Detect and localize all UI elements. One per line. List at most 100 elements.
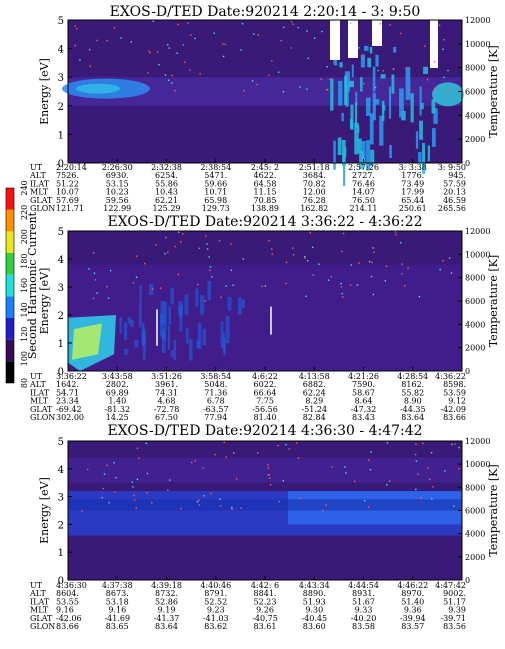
- noise-dot: [198, 504, 201, 506]
- table-cell: 77.94: [204, 413, 227, 422]
- noise-dot: [199, 72, 201, 75]
- y2-tick-label: 8000: [465, 483, 485, 492]
- streak: [139, 285, 142, 303]
- noise-dot: [240, 49, 242, 51]
- noise-dot: [136, 478, 139, 480]
- table-row-label: GLON: [30, 204, 55, 213]
- noise-dot: [203, 495, 205, 497]
- table-cell: 55.82: [401, 388, 424, 397]
- table-cell: -44.35: [400, 405, 426, 414]
- noise-dot: [164, 252, 166, 255]
- table-cell: 4:39:18: [151, 581, 182, 590]
- table-cell: 51.67: [352, 597, 375, 606]
- noise-dot: [373, 251, 375, 253]
- table-cell: 122.99: [103, 204, 131, 213]
- noise-dot: [431, 498, 433, 500]
- noise-dot: [382, 70, 384, 72]
- table-cell: 57.69: [56, 196, 79, 205]
- table-cell: 9.19: [158, 606, 176, 615]
- colorbar-label: Second Harmonic Current: [26, 211, 39, 359]
- table-cell: -39.94: [400, 614, 426, 623]
- table-cell: 2:20:14: [56, 163, 87, 172]
- table-cell: 66.64: [254, 388, 277, 397]
- noise-dot: [155, 244, 157, 246]
- table-cell: -69.42: [56, 405, 82, 414]
- table-cell: 2727.: [352, 171, 375, 180]
- y2-axis-label: Temperature [K]: [487, 255, 500, 347]
- table-row-label: ALT: [29, 589, 46, 598]
- noise-dot: [325, 88, 328, 91]
- noise-dot: [388, 480, 391, 482]
- streak: [365, 97, 371, 116]
- y2-tick-label: 12000: [465, 227, 490, 236]
- table-cell: 82.84: [303, 413, 326, 422]
- table-cell: 2802.: [106, 380, 129, 389]
- streak: [427, 145, 431, 162]
- table-cell: 4:44:54: [348, 581, 379, 590]
- noise-dot: [282, 479, 285, 482]
- y-tick-label: 5: [58, 437, 64, 448]
- table-cell: 64.58: [254, 179, 277, 188]
- table-cell: 8970.: [401, 589, 424, 598]
- table-cell: 3961.: [155, 380, 178, 389]
- table-cell: 1.40: [108, 397, 126, 406]
- noise-dot: [341, 250, 343, 253]
- y2-tick-label: 12000: [465, 437, 490, 446]
- streak: [343, 153, 346, 187]
- streak: [222, 332, 225, 353]
- table-cell: -41.03: [203, 614, 229, 623]
- table-cell: -56.56: [252, 405, 278, 414]
- noise-dot: [106, 39, 108, 42]
- colorbar-swatch: [6, 253, 14, 275]
- streak: [354, 122, 359, 155]
- noise-dot: [285, 261, 288, 264]
- noise-dot: [146, 472, 149, 475]
- table-cell: 214.11: [350, 204, 378, 213]
- noise-dot: [132, 486, 134, 488]
- streak: [161, 328, 166, 353]
- noise-dot: [447, 89, 450, 91]
- table-cell: 4:28:54: [397, 372, 428, 381]
- noise-dot: [394, 231, 397, 233]
- table-cell: 51.40: [401, 597, 424, 606]
- noise-dot: [225, 285, 227, 287]
- table-cell: 83.61: [254, 622, 277, 631]
- table-cell: -81.32: [104, 405, 130, 414]
- noise-dot: [184, 61, 186, 63]
- noise-dot: [372, 247, 374, 249]
- streak: [149, 283, 154, 295]
- noise-dot: [271, 253, 274, 255]
- streak: [134, 339, 139, 348]
- noise-dot: [267, 464, 269, 466]
- noise-dot: [174, 245, 176, 248]
- noise-dot: [408, 89, 410, 91]
- noise-dot: [306, 260, 309, 262]
- table-cell: 14.25: [106, 413, 129, 422]
- noise-dot: [320, 78, 322, 80]
- streak: [381, 100, 385, 121]
- table-cell: 4622.: [254, 171, 277, 180]
- noise-dot: [194, 460, 196, 462]
- noise-dot: [331, 466, 333, 468]
- table-row-label: UT: [30, 372, 43, 381]
- noise-dot: [241, 23, 244, 25]
- table-cell: 14.07: [352, 188, 375, 197]
- noise-dot: [159, 287, 162, 289]
- noise-dot: [147, 72, 149, 74]
- y-axis-label: Energy [eV]: [38, 477, 51, 544]
- streak: [227, 296, 232, 311]
- streak: [333, 140, 336, 170]
- noise-dot: [299, 86, 301, 88]
- noise-dot: [404, 284, 406, 287]
- noise-dot: [115, 476, 117, 479]
- noise-dot: [132, 282, 135, 284]
- noise-dot: [171, 82, 173, 84]
- noise-dot: [290, 20, 293, 23]
- noise-dot: [313, 37, 316, 39]
- streak: [170, 350, 174, 358]
- noise-dot: [358, 262, 360, 264]
- table-cell: 9.36: [404, 606, 422, 615]
- noise-dot: [209, 266, 212, 268]
- noise-dot: [401, 263, 403, 265]
- colorbar-frame: [5, 187, 15, 384]
